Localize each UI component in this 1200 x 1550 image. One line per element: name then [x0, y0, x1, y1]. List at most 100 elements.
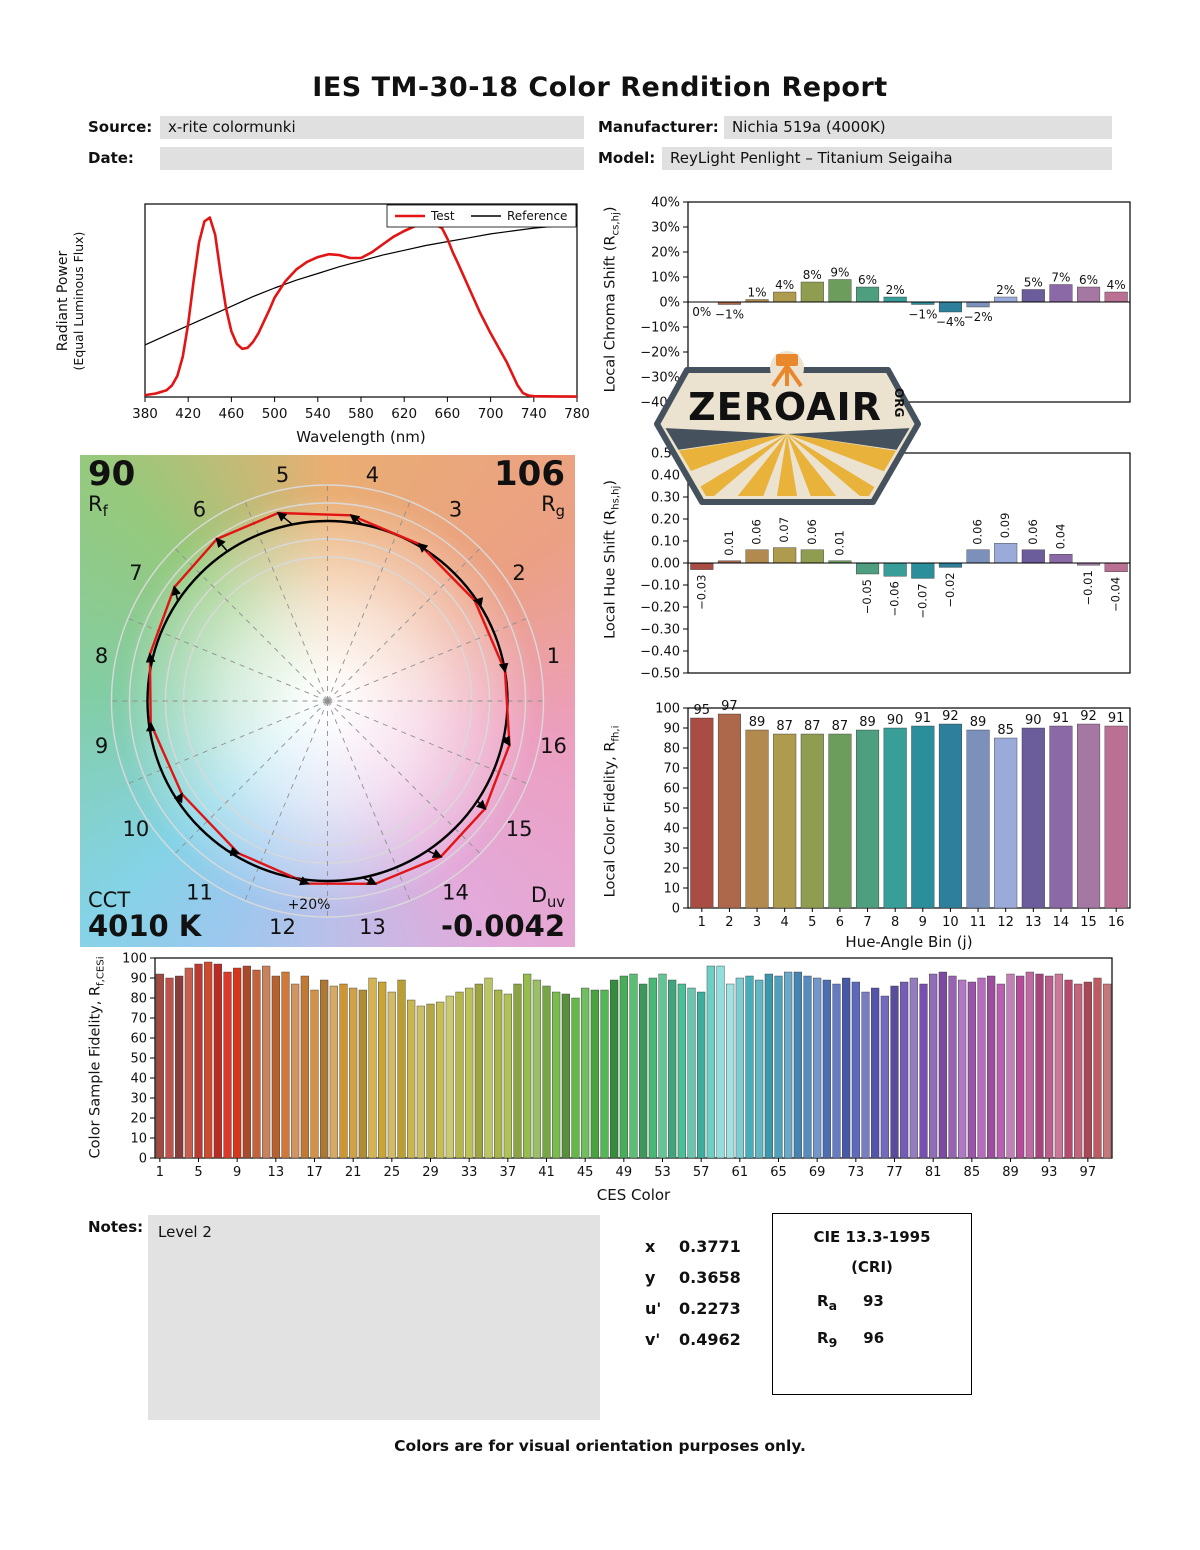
svg-text:30: 30: [663, 842, 680, 857]
local-fidelity-ylabel: Local Color Fidelity, Rfh,i: [602, 725, 622, 898]
svg-text:740: 740: [521, 406, 547, 422]
spd-chart: 380 420 460 500 540 580 620 660 700 740 780 Test Ref…: [132, 203, 590, 422]
svg-text:92: 92: [1080, 709, 1097, 724]
svg-text:10%: 10%: [651, 271, 680, 286]
svg-text:−0.06: −0.06: [888, 581, 902, 616]
svg-text:7: 7: [129, 561, 142, 585]
svg-text:−20%: −20%: [640, 346, 680, 361]
svg-text:0.01: 0.01: [722, 530, 736, 556]
svg-text:0.09: 0.09: [998, 513, 1012, 539]
svg-text:13: 13: [1025, 915, 1042, 930]
svg-text:97: 97: [721, 699, 738, 714]
svg-text:65: 65: [770, 1165, 787, 1180]
source-value: x-rite colormunki: [160, 116, 584, 139]
chromaticity-v: v' 0.4962: [645, 1330, 741, 1349]
svg-text:91: 91: [1108, 711, 1125, 726]
cri-title: CIE 13.3-1995: [813, 1228, 931, 1246]
svg-text:93: 93: [1041, 1165, 1058, 1180]
svg-text:Reference: Reference: [507, 209, 567, 223]
svg-text:5: 5: [808, 915, 816, 930]
svg-text:0%: 0%: [659, 296, 680, 311]
svg-text:3: 3: [449, 497, 462, 521]
svg-text:8: 8: [891, 915, 899, 930]
svg-text:11: 11: [186, 881, 213, 905]
svg-text:380: 380: [132, 406, 158, 422]
svg-text:−0.07: −0.07: [915, 583, 929, 618]
svg-text:61: 61: [732, 1165, 749, 1180]
svg-text:10: 10: [130, 1132, 147, 1147]
svg-text:0: 0: [139, 1152, 147, 1167]
svg-text:0.07: 0.07: [777, 517, 791, 543]
date-value: [160, 147, 584, 170]
svg-text:70: 70: [663, 762, 680, 777]
svg-text:12: 12: [997, 915, 1014, 930]
spd-ylabel: Radiant Power (Equal Luminous Flux): [55, 231, 86, 371]
svg-text:11: 11: [970, 915, 987, 930]
cct-readout: CCT 4010 K: [88, 887, 202, 943]
report-title: IES TM-30-18 Color Rendition Report: [312, 72, 888, 103]
watermark-org: ORG: [892, 388, 906, 417]
svg-text:660: 660: [435, 406, 461, 422]
svg-text:20: 20: [663, 862, 680, 877]
svg-text:91: 91: [915, 711, 932, 726]
svg-text:49: 49: [616, 1165, 633, 1180]
color-vector-graphic: 1 2 3 4 5 6 7 8 9 10 11 12 13 14 15 16 +20% 90 Rf 106 Rg…: [80, 455, 575, 947]
svg-text:−1%: −1%: [715, 308, 744, 322]
svg-text:15: 15: [1080, 915, 1097, 930]
svg-text:2: 2: [512, 561, 525, 585]
tripod-icon: [771, 364, 803, 388]
svg-text:29: 29: [422, 1165, 439, 1180]
svg-text:5: 5: [194, 1165, 202, 1180]
svg-text:17: 17: [306, 1165, 323, 1180]
svg-text:77: 77: [886, 1165, 903, 1180]
svg-text:50: 50: [130, 1052, 147, 1067]
cri-r9-row: R9 96: [817, 1329, 885, 1350]
manufacturer-value: Nichia 519a (4000K): [724, 116, 1112, 139]
svg-text:−2%: −2%: [964, 310, 993, 324]
svg-text:10: 10: [123, 817, 150, 841]
svg-text:89: 89: [859, 715, 876, 730]
svg-text:0.06: 0.06: [750, 519, 764, 545]
svg-text:53: 53: [654, 1165, 671, 1180]
svg-text:87: 87: [804, 719, 821, 734]
svg-text:3: 3: [753, 915, 761, 930]
svg-text:14: 14: [1053, 915, 1070, 930]
svg-text:0%: 0%: [692, 305, 711, 319]
svg-text:10: 10: [942, 915, 959, 930]
svg-text:87: 87: [832, 719, 849, 734]
ces-xlabel: CES Color: [596, 1186, 671, 1204]
svg-text:57: 57: [693, 1165, 710, 1180]
svg-text:7%: 7%: [1051, 271, 1070, 285]
svg-text:16: 16: [1108, 915, 1125, 930]
svg-text:−0.50: −0.50: [640, 667, 680, 682]
svg-text:700: 700: [478, 406, 504, 422]
svg-text:0.20: 0.20: [651, 513, 680, 528]
svg-text:40%: 40%: [651, 196, 680, 211]
svg-text:14: 14: [442, 881, 469, 905]
svg-text:60: 60: [130, 1032, 147, 1047]
svg-text:4: 4: [366, 463, 379, 487]
svg-text:500: 500: [262, 406, 288, 422]
svg-text:780: 780: [564, 406, 590, 422]
watermark-wordmark: ZEROAIR: [688, 385, 882, 429]
svg-text:6%: 6%: [1079, 273, 1098, 287]
svg-text:+20%: +20%: [288, 897, 331, 913]
svg-text:0.04: 0.04: [1053, 524, 1067, 550]
notes-box: Level 2: [148, 1215, 600, 1420]
svg-text:−0.20: −0.20: [640, 601, 680, 616]
cri-subtitle: (CRI): [851, 1258, 893, 1276]
svg-text:50: 50: [663, 802, 680, 817]
svg-text:40: 40: [130, 1072, 147, 1087]
svg-text:420: 420: [175, 406, 201, 422]
chromaticity-u: u' 0.2273: [645, 1299, 741, 1318]
svg-text:Test: Test: [430, 209, 455, 223]
svg-text:90: 90: [663, 722, 680, 737]
svg-text:−0.30: −0.30: [640, 623, 680, 638]
svg-text:100: 100: [655, 702, 680, 717]
date-label: Date:: [88, 149, 134, 167]
model-value: ReyLight Penlight – Titanium Seigaiha: [662, 147, 1112, 170]
svg-text:90: 90: [1025, 713, 1042, 728]
